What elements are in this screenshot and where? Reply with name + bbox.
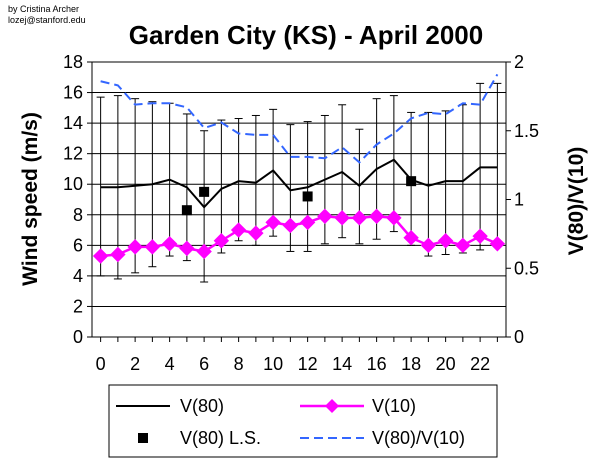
y-tick-label: 6 (73, 235, 83, 255)
x-tick-label: 18 (401, 354, 421, 374)
x-tick-label: 10 (263, 354, 283, 374)
v80-ls-square-point (181, 205, 192, 216)
legend-box (108, 384, 498, 458)
v10-diamond-point (127, 239, 143, 255)
x-tick-label: 6 (199, 354, 209, 374)
legend-diamond (325, 399, 339, 413)
y2-axis-label: V(80)/V(10) (565, 147, 588, 256)
x-tick-label: 2 (130, 354, 140, 374)
v10-diamond-point (230, 222, 247, 238)
x-tick-label: 8 (234, 354, 244, 374)
x-tick-label: 4 (165, 354, 175, 374)
v80-ls-square-point (302, 191, 313, 202)
legend-label: V(80)/V(10) (372, 428, 465, 448)
y2-tick-label: 2 (514, 52, 524, 72)
y-tick-label: 12 (63, 144, 83, 164)
legend-square (138, 433, 148, 443)
legend: V(80) V(10) V(80) L.S. V(80)/V(10) (108, 384, 498, 458)
y-axis-label: Wind speed (m/s) (19, 112, 42, 286)
x-tick-label: 14 (332, 354, 352, 374)
v10-diamond-point (282, 217, 299, 234)
v10-diamond-point (161, 236, 178, 252)
legend-symbol-diamond-line (300, 399, 364, 413)
x-axis-ticks: 0 2 4 6 8 10 12 14 16 18 20 22 (96, 337, 498, 374)
v10-diamond-point (368, 208, 385, 225)
legend-label: V(80) L.S. (180, 428, 261, 448)
series-line-v80-v10-ratio (100, 73, 499, 164)
v10-diamond-point (213, 233, 230, 249)
credit-email: lozej@stanford.edu (8, 15, 86, 25)
v10-diamond-point (455, 237, 471, 254)
v10-diamond-point (265, 214, 281, 231)
v10-diamond-point (196, 243, 212, 260)
right-axis-ticks: 0 0.5 1 1.5 2 (506, 52, 539, 347)
y-tick-label: 10 (63, 174, 83, 194)
series-line-v80 (100, 158, 498, 209)
v80-ls-square-point (199, 186, 210, 197)
x-tick-label: 20 (436, 354, 456, 374)
v80-ls-square-point (406, 176, 417, 187)
v10-diamond-point (144, 239, 161, 255)
y-tick-label: 18 (63, 52, 83, 72)
y-tick-label: 0 (73, 327, 83, 347)
v10-diamond-point (386, 210, 402, 226)
v10-diamond-point (334, 210, 350, 226)
v10-diamond-point (472, 228, 488, 244)
y2-tick-label: 1 (514, 190, 524, 210)
v10-diamond-point (351, 210, 368, 226)
v10-diamond-point (437, 233, 454, 249)
x-tick-label: 12 (298, 354, 318, 374)
x-tick-label: 22 (470, 354, 490, 374)
v10-diamond-point (110, 246, 126, 263)
v10-diamond-point (489, 236, 506, 252)
left-axis-ticks: 0 2 4 6 8 10 12 14 16 18 (63, 52, 92, 347)
credit-author: by Cristina Archer (8, 4, 79, 14)
y-tick-label: 16 (63, 83, 83, 103)
v10-diamond-point (248, 225, 264, 241)
y-tick-label: 8 (73, 205, 83, 225)
v10-diamond-point (420, 237, 437, 254)
x-tick-label: 0 (96, 354, 106, 374)
v10-diamond-point (403, 229, 419, 246)
y-tick-label: 2 (73, 296, 83, 316)
y2-tick-label: 0.5 (514, 258, 539, 278)
legend-label: V(80) (180, 396, 224, 416)
v10-diamond-point (317, 208, 333, 225)
legend-label: V(10) (372, 396, 416, 416)
v10-diamond-point (92, 248, 109, 264)
y2-tick-label: 1.5 (514, 121, 539, 141)
v10-diamond-point (299, 214, 316, 231)
series-markers (92, 176, 506, 264)
y-tick-label: 14 (63, 113, 83, 133)
x-tick-label: 16 (367, 354, 387, 374)
v10-diamond-point (179, 240, 195, 257)
legend-symbol-square-marker (138, 433, 148, 443)
y-tick-label: 4 (73, 266, 83, 286)
chart-title: Garden City (KS) - April 2000 (129, 20, 483, 50)
y2-tick-label: 0 (514, 327, 524, 347)
